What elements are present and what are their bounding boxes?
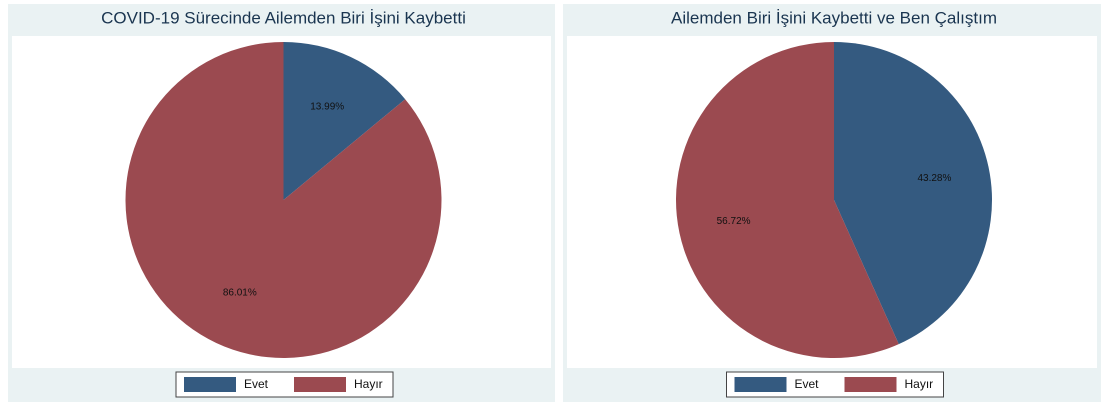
pie-slice — [283, 42, 406, 200]
legend-label: Evet — [244, 377, 269, 391]
legend-swatch — [184, 377, 236, 392]
legend-swatch — [844, 377, 897, 392]
slice-label: 86.01% — [223, 288, 257, 299]
legend-label: Evet — [795, 377, 820, 391]
slice-label: 56.72% — [717, 216, 751, 227]
chart-title: COVID-19 Sürecinde Ailemden Biri İşini K… — [101, 8, 466, 27]
legend-label: Hayır — [905, 377, 934, 391]
legend-label: Hayır — [354, 377, 383, 391]
slice-label: 13.99% — [310, 102, 344, 113]
pie-slice — [676, 42, 899, 359]
chart-title: Ailemden Biri İşini Kaybetti ve Ben Çalı… — [671, 8, 997, 27]
slice-label: 43.28% — [917, 173, 951, 184]
legend-swatch — [294, 377, 346, 392]
pie-slice — [834, 42, 993, 345]
legend-swatch — [734, 377, 787, 392]
pie-slice — [125, 42, 442, 359]
